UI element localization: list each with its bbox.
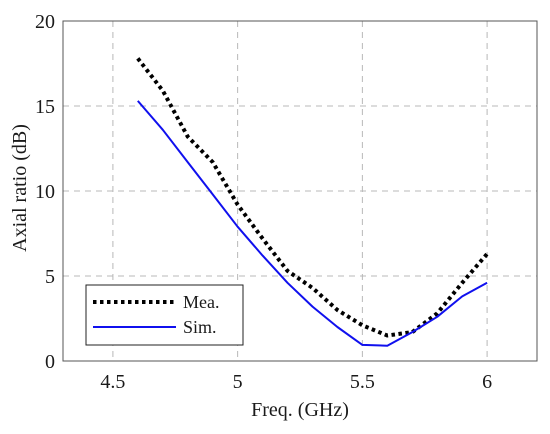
x-tick-label: 6 (482, 371, 492, 393)
y-tick-label: 10 (35, 181, 55, 203)
legend-box (85, 284, 244, 346)
y-tick-label: 15 (35, 96, 55, 118)
x-tick-label: 5 (233, 371, 243, 393)
x-axis-label: Freq. (GHz) (251, 399, 349, 421)
legend: Mea. Sim. (85, 284, 244, 346)
x-tick-label: 5.5 (350, 371, 375, 393)
plot-frame (62, 20, 538, 362)
legend-label-mea: Mea. (183, 292, 219, 312)
y-tick-label: 20 (35, 11, 55, 33)
series-lines (136, 57, 489, 347)
y-tick-label: 5 (45, 266, 55, 288)
y-tick-label: 0 (45, 351, 55, 373)
tick-labels: 4.5 5 5.5 6 0 5 10 15 20 (35, 11, 492, 393)
y-axis-label: Axial ratio (dB) (9, 124, 31, 252)
legend-label-sim: Sim. (183, 317, 217, 337)
series-line-sim (137, 100, 488, 347)
x-tick-label: 4.5 (100, 371, 125, 393)
